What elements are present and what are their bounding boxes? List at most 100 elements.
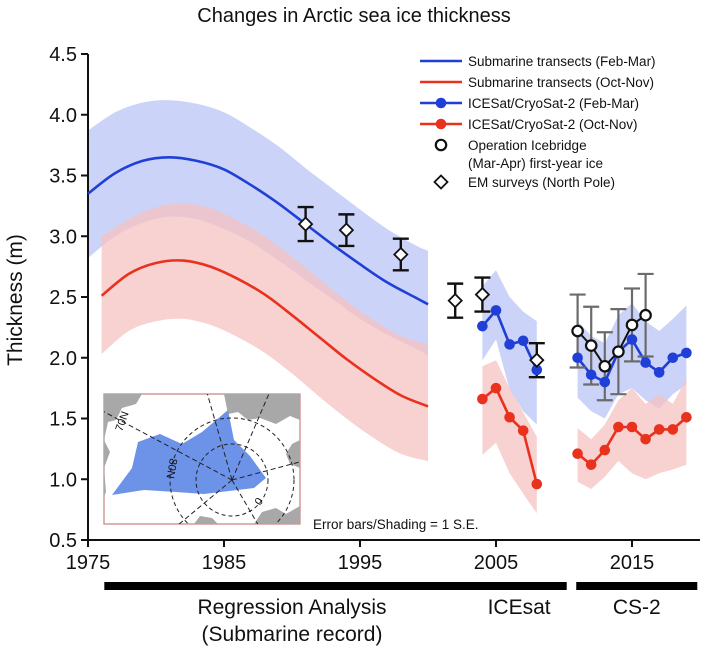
point-series-5-4: [474, 286, 491, 303]
point-series-3-seg-1-2: [599, 444, 611, 456]
inset-land-south-2: [194, 516, 218, 524]
legend-label-4-line-0: Operation Icebridge: [468, 138, 587, 153]
period-label-1-line-0: ICEsat: [488, 596, 551, 619]
series-markers: [297, 216, 692, 490]
point-series-3-seg-1-8: [681, 411, 692, 423]
band-series-3-seg-1: [577, 378, 687, 489]
point-series-3-seg-0-3: [517, 425, 529, 436]
line-series-1: [100, 259, 429, 408]
point-series-2-seg-1-2: [599, 376, 611, 388]
x-tick-label-3: 2005: [474, 552, 519, 574]
y-tick-label-7: 4.0: [49, 105, 77, 127]
y-tick-label-5: 3.0: [49, 226, 77, 248]
legend-marker-4: [434, 138, 448, 152]
inset-meridian-0: [104, 411, 233, 481]
inset-meridian-5: [178, 479, 233, 524]
line-series-0: [87, 155, 429, 306]
period-bar-2: [576, 582, 698, 590]
legend-label-5: EM surveys (North Pole): [468, 175, 615, 190]
point-series-3-seg-0-1: [490, 382, 502, 394]
legend-marker-5: [433, 174, 449, 190]
point-series-5-5: [529, 352, 545, 368]
point-series-4-3: [612, 345, 625, 358]
x-tick-label-2: 1995: [338, 552, 383, 574]
period-label-0-line-1: (Submarine record): [202, 623, 383, 646]
point-series-3-seg-1-3: [613, 421, 624, 433]
point-series-2-seg-0-2: [504, 339, 515, 350]
inset-land-south: [254, 506, 300, 524]
period-label-0-line-0: Regression Analysis: [197, 596, 386, 619]
point-series-2-seg-0-0: [477, 320, 488, 332]
inset-land-west: [104, 394, 142, 524]
y-tick-label-3: 2.0: [49, 348, 77, 370]
y-tick-label-4: 2.5: [49, 287, 77, 309]
legend-label-1: Submarine transects (Oct-Nov): [468, 75, 654, 90]
legend-label-2: ICESat/CryoSat-2 (Feb-Mar): [468, 96, 639, 111]
point-series-4-2: [598, 359, 612, 373]
legend-marker-2: [435, 97, 447, 109]
point-series-3-seg-1-4: [626, 421, 638, 433]
y-tick-label-1: 1.0: [49, 469, 77, 491]
point-series-2-seg-0-1: [490, 305, 502, 316]
x-tick-label-0: 1975: [66, 552, 111, 574]
y-tick-label-6: 3.5: [49, 166, 77, 188]
point-series-5-3: [447, 292, 463, 309]
period-bar-1: [471, 582, 567, 590]
point-series-4-5: [639, 308, 652, 322]
point-series-5-1: [338, 222, 355, 238]
point-series-4-4: [625, 318, 639, 332]
point-series-2-seg-1-7: [667, 352, 679, 364]
inset-label-80n: 80N: [164, 457, 179, 479]
x-tick-label-4: 2015: [610, 552, 655, 574]
point-series-2-seg-1-4: [626, 334, 638, 345]
legend-label-0: Submarine transects (Feb-Mar): [468, 54, 656, 69]
inset-meridian-3: [231, 461, 300, 481]
annotation-text: Error bars/Shading = 1 S.E.: [313, 517, 478, 532]
point-series-3-seg-0-0: [477, 393, 488, 405]
y-tick-label-2: 1.5: [49, 409, 77, 431]
point-series-3-seg-1-0: [572, 448, 583, 460]
y-tick-label-8: 4.5: [49, 44, 77, 66]
point-series-2-seg-1-5: [640, 357, 651, 368]
legend-label-3: ICESat/CryoSat-2 (Oct-Nov): [468, 117, 638, 132]
inset-circle-80n: [195, 443, 269, 517]
point-series-3-seg-1-7: [667, 424, 679, 435]
point-series-5-2: [393, 246, 409, 263]
inset-land-east: [286, 440, 300, 468]
legend-label-4-line-1: (Mar-Apr) first-year ice: [468, 156, 603, 171]
point-series-2-seg-1-0: [572, 352, 583, 364]
point-series-2-seg-1-1: [585, 369, 597, 381]
point-series-4-1: [584, 339, 598, 352]
point-series-5-0: [297, 216, 314, 232]
band-series-3-seg-0: [482, 360, 537, 514]
point-series-3-seg-0-4: [531, 478, 543, 490]
inset-meridian-2: [231, 394, 270, 481]
period-bar-0: [104, 582, 480, 590]
point-series-2-seg-0-4: [531, 364, 543, 376]
legend: Submarine transects (Feb-Mar) Submarine t…: [420, 54, 656, 190]
inset-land-north: [224, 394, 300, 424]
period-bars: Regression Analysis (Submarine record) ICE…: [104, 582, 698, 646]
inset-label-0: 0: [253, 496, 266, 508]
chart-title: Changes in Arctic sea ice thickness: [197, 5, 511, 27]
inset-meridian-1: [206, 394, 233, 481]
y-tick-label-0: 0.5: [49, 530, 77, 552]
point-series-3-seg-0-2: [504, 411, 515, 423]
axes: 0.5 1.0 1.5 2.0 2.5 3.0 3.5 4.0 4.5 1975 1985 1995 2…: [49, 44, 700, 574]
point-series-2-seg-1-6: [653, 367, 665, 378]
point-series-2-seg-1-8: [681, 347, 692, 359]
inset-region: [112, 410, 266, 495]
point-series-2-seg-0-3: [517, 335, 529, 347]
band-series-0: [88, 100, 428, 356]
y-axis-label: Thickness (m): [4, 234, 27, 366]
point-series-3-seg-1-5: [640, 433, 651, 445]
band-series-1: [101, 203, 428, 461]
legend-marker-3: [435, 118, 447, 130]
period-label-2-line-0: CS-2: [613, 596, 661, 619]
inset-content: [104, 394, 300, 524]
point-series-4-0: [571, 324, 584, 338]
point-series-3-seg-1-6: [653, 424, 665, 435]
x-tick-label-1: 1985: [202, 552, 247, 574]
